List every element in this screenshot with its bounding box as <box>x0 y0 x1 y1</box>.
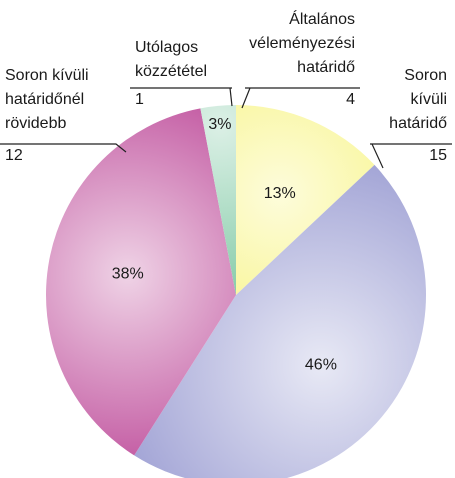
slice-percent: 46% <box>305 356 337 373</box>
pie-slice <box>45 108 237 456</box>
leader-line <box>0 143 127 153</box>
category-label: véleményezési <box>249 35 355 52</box>
category-label: határidő <box>389 115 447 132</box>
category-label: határidőnél <box>5 91 84 108</box>
slice-percent: 3% <box>208 116 231 133</box>
category-count: 15 <box>429 147 447 164</box>
slice-percent: 13% <box>264 185 296 202</box>
category-count: 12 <box>5 147 23 164</box>
category-label: Soron kívüli <box>5 67 89 84</box>
leader-line <box>241 87 360 109</box>
category-label: közzététel <box>135 63 207 80</box>
pie-slice <box>134 164 426 478</box>
slices <box>45 105 426 478</box>
leader-line <box>130 87 233 107</box>
category-count: 1 <box>135 91 144 108</box>
category-label: Soron <box>404 67 447 84</box>
category-label: határidő <box>297 59 355 76</box>
category-label: Utólagos <box>135 39 198 56</box>
pie-slice <box>236 105 375 295</box>
pie-slice <box>200 105 236 295</box>
category-label: Általános <box>289 9 355 28</box>
category-label: rövidebb <box>5 115 66 132</box>
leader-line <box>370 143 452 169</box>
category-count: 4 <box>346 91 355 108</box>
category-label: kívüli <box>411 91 447 108</box>
labels: 13% 46% 38% 3% Általános véleményezési határid… <box>0 9 452 373</box>
slice-percent: 38% <box>112 266 144 283</box>
